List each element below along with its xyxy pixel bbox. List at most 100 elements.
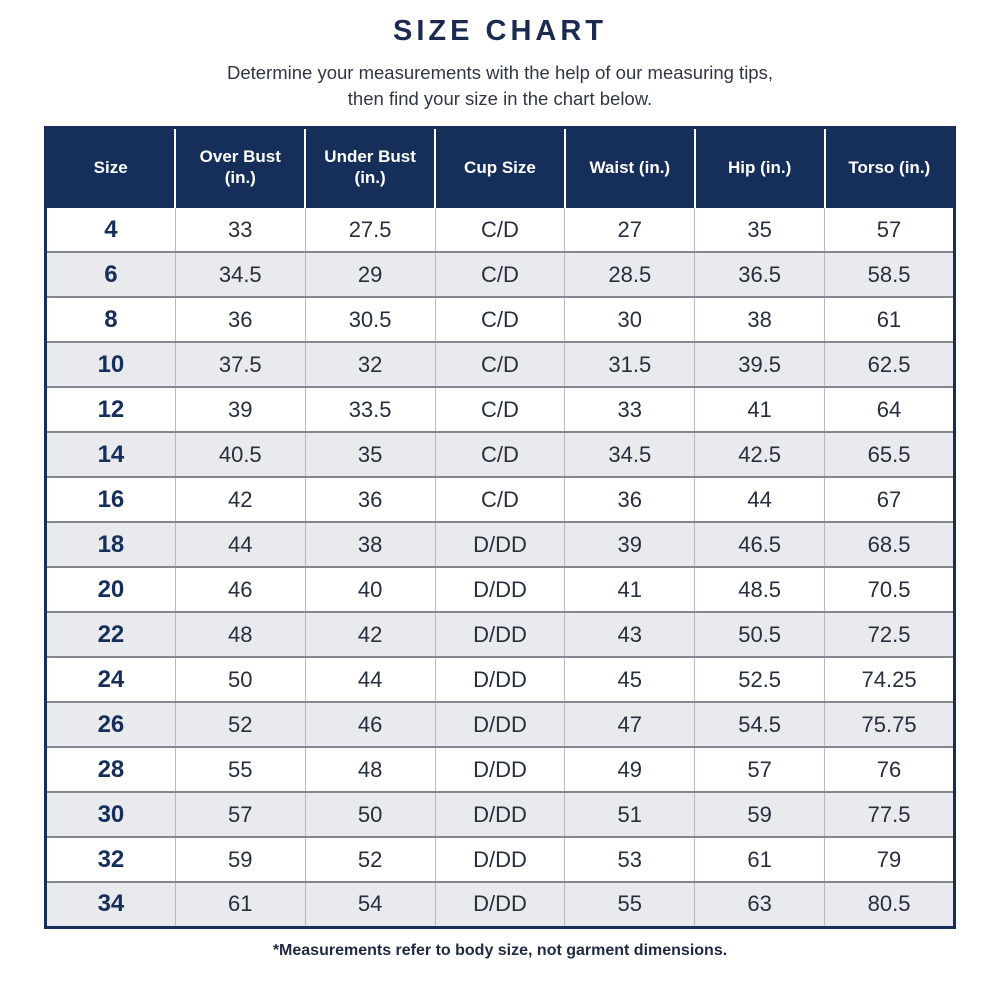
value-cell: 33.5 [305, 386, 436, 433]
size-cell: 22 [45, 611, 176, 658]
value-cell: 52 [305, 836, 436, 883]
value-cell: D/DD [435, 656, 566, 703]
value-cell: 42 [305, 611, 436, 658]
value-cell: 48 [305, 746, 436, 793]
header-row: Size Over Bust (in.) Under Bust (in.) Cup S… [45, 127, 955, 208]
value-cell: 67 [824, 476, 955, 523]
value-cell: 45 [564, 656, 696, 703]
table-row: 10 37.5 32 C/D 31.5 39.5 62.5 [45, 341, 955, 388]
value-cell: 50.5 [694, 611, 826, 658]
table-row: 20 46 40 D/DD 41 48.5 70.5 [45, 566, 955, 613]
value-cell: 33 [564, 386, 696, 433]
size-cell: 6 [45, 251, 176, 298]
size-cell: 12 [45, 386, 176, 433]
table-row: 30 57 50 D/DD 51 59 77.5 [45, 791, 955, 838]
value-cell: D/DD [435, 746, 566, 793]
page-title: SIZE CHART [393, 15, 607, 47]
value-cell: 36 [564, 476, 696, 523]
value-cell: D/DD [435, 566, 566, 613]
value-cell: D/DD [435, 701, 566, 748]
value-cell: 77.5 [824, 791, 955, 838]
value-cell: 34.5 [175, 251, 306, 298]
column-header-waist-in: Waist (in.) [564, 127, 696, 208]
table-row: 14 40.5 35 C/D 34.5 42.5 65.5 [45, 431, 955, 478]
value-cell: 80.5 [824, 881, 955, 928]
value-cell: 42.5 [694, 431, 826, 478]
value-cell: 40.5 [175, 431, 306, 478]
value-cell: C/D [435, 296, 566, 343]
value-cell: 48.5 [694, 566, 826, 613]
value-cell: 28.5 [564, 251, 696, 298]
subtitle-line-1: Determine your measurements with the hel… [226, 62, 773, 83]
value-cell: 46 [305, 701, 436, 748]
value-cell: 41 [694, 386, 826, 433]
table-row: 8 36 30.5 C/D 30 38 61 [45, 296, 955, 343]
value-cell: 52.5 [694, 656, 826, 703]
size-table-header: Size Over Bust (in.) Under Bust (in.) Cup S… [45, 127, 955, 208]
size-cell: 10 [45, 341, 176, 388]
value-cell: D/DD [435, 521, 566, 568]
value-cell: 54.5 [694, 701, 826, 748]
table-row: 16 42 36 C/D 36 44 67 [45, 476, 955, 523]
value-cell: D/DD [435, 791, 566, 838]
table-row: 12 39 33.5 C/D 33 41 64 [45, 386, 955, 433]
value-cell: 39 [564, 521, 696, 568]
table-row: 22 48 42 D/DD 43 50.5 72.5 [45, 611, 955, 658]
value-cell: 79 [824, 836, 955, 883]
value-cell: 70.5 [824, 566, 955, 613]
value-cell: 38 [305, 521, 436, 568]
value-cell: C/D [435, 431, 566, 478]
size-cell: 18 [45, 521, 176, 568]
value-cell: 76 [824, 746, 955, 793]
value-cell: 44 [694, 476, 826, 523]
value-cell: 61 [694, 836, 826, 883]
size-cell: 24 [45, 656, 176, 703]
value-cell: 39 [175, 386, 306, 433]
table-row: 6 34.5 29 C/D 28.5 36.5 58.5 [45, 251, 955, 298]
value-cell: 61 [824, 296, 955, 343]
value-cell: C/D [435, 341, 566, 388]
value-cell: C/D [435, 206, 566, 253]
value-cell: 47 [564, 701, 696, 748]
size-cell: 28 [45, 746, 176, 793]
value-cell: 35 [305, 431, 436, 478]
value-cell: 50 [175, 656, 306, 703]
size-cell: 26 [45, 701, 176, 748]
value-cell: 46 [175, 566, 306, 613]
value-cell: D/DD [435, 881, 566, 928]
column-header-size: Size [45, 127, 177, 208]
value-cell: 58.5 [824, 251, 955, 298]
value-cell: 57 [824, 206, 955, 253]
value-cell: 54 [305, 881, 436, 928]
value-cell: 55 [564, 881, 696, 928]
size-table-container: Size Over Bust (in.) Under Bust (in.) Cup S… [44, 125, 956, 929]
size-cell: 20 [45, 566, 176, 613]
value-cell: 37.5 [175, 341, 306, 388]
value-cell: 55 [175, 746, 306, 793]
value-cell: 63 [694, 881, 826, 928]
value-cell: 30.5 [305, 296, 436, 343]
value-cell: 38 [694, 296, 826, 343]
value-cell: 74.25 [824, 656, 955, 703]
column-header-hip-in: Hip (in.) [694, 127, 826, 208]
value-cell: 30 [564, 296, 696, 343]
value-cell: 51 [564, 791, 696, 838]
table-row: 18 44 38 D/DD 39 46.5 68.5 [45, 521, 955, 568]
value-cell: 32 [305, 341, 436, 388]
value-cell: C/D [435, 386, 566, 433]
value-cell: 44 [175, 521, 306, 568]
value-cell: 68.5 [824, 521, 955, 568]
size-cell: 14 [45, 431, 176, 478]
value-cell: 72.5 [824, 611, 955, 658]
column-header-cup-size: Cup Size [435, 127, 566, 208]
value-cell: 65.5 [824, 431, 955, 478]
value-cell: 35 [694, 206, 826, 253]
column-header-torso-in: Torso (in.) [824, 127, 955, 208]
size-cell: 34 [45, 881, 176, 928]
value-cell: 29 [305, 251, 436, 298]
value-cell: 27.5 [305, 206, 436, 253]
table-row: 26 52 46 D/DD 47 54.5 75.75 [45, 701, 955, 748]
size-cell: 4 [45, 206, 176, 253]
size-cell: 16 [45, 476, 176, 523]
size-table: Size Over Bust (in.) Under Bust (in.) Cup S… [44, 125, 956, 929]
